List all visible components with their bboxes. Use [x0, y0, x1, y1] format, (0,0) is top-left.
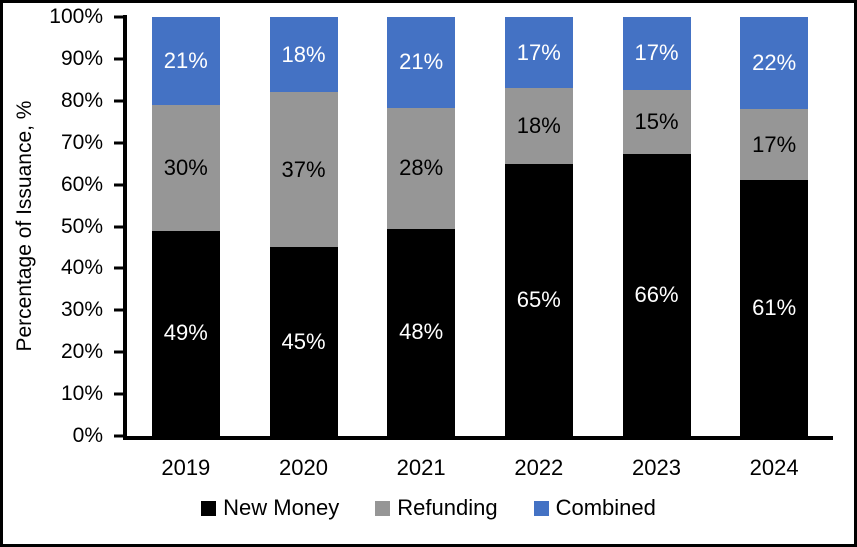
segment-value-label: 30%: [163, 154, 208, 180]
y-tick-mark: [114, 15, 124, 19]
y-tick-mark: [114, 266, 124, 270]
segment-refunding-2022: 18%: [504, 88, 573, 164]
segment-value-label: 65%: [516, 286, 561, 312]
bar-2020: 45% 37% 18%: [269, 17, 338, 436]
x-axis-line: [123, 436, 833, 440]
bar-2023: 66% 15% 17%: [622, 17, 691, 436]
segment-new-money-2020: 45%: [269, 247, 338, 436]
y-tick-label: 10%: [60, 382, 103, 406]
segment-combined-2023: 17%: [622, 17, 691, 90]
legend-item-refunding: Refunding: [375, 495, 498, 521]
segment-refunding-2023: 15%: [622, 89, 691, 154]
x-axis-labels: 2019 2020 2021 2022 2023 2024: [127, 455, 833, 483]
y-tick-mark: [114, 350, 124, 354]
segment-value-label: 49%: [163, 320, 208, 346]
x-axis-label-2023: 2023: [632, 455, 681, 480]
y-tick-label: 40%: [60, 256, 103, 280]
plot-area: 0% 10% 20% 30% 40% 50% 60% 70% 80% 90% 100% 49% 30% 2…: [49, 5, 833, 447]
segment-refunding-2019: 30%: [151, 105, 220, 231]
segment-value-label: 17%: [752, 131, 797, 157]
segment-new-money-2024: 61%: [740, 180, 809, 436]
segment-combined-2020: 18%: [269, 17, 338, 93]
segment-value-label: 28%: [399, 155, 444, 181]
segment-combined-2024: 22%: [740, 17, 809, 110]
x-axis-label-2021: 2021: [396, 455, 446, 480]
segment-combined-2022: 17%: [504, 17, 573, 89]
segment-value-label: 15%: [634, 108, 679, 134]
x-axis-label-2019: 2019: [161, 455, 211, 480]
y-tick-mark: [114, 141, 124, 145]
segment-combined-2021: 21%: [387, 17, 456, 108]
segment-new-money-2022: 65%: [504, 163, 573, 436]
segment-value-label: 66%: [634, 281, 679, 307]
y-tick-label: 80%: [60, 88, 103, 112]
segment-value-label: 21%: [163, 48, 208, 74]
legend-item-combined: Combined: [533, 495, 656, 521]
legend: New Money Refunding Combined: [3, 495, 854, 521]
y-tick-mark: [114, 225, 124, 228]
segment-new-money-2023: 66%: [622, 153, 691, 436]
segment-value-label: 18%: [516, 112, 561, 138]
legend-swatch-refunding: [375, 500, 391, 516]
y-tick-mark: [114, 99, 124, 103]
segment-value-label: 18%: [281, 41, 326, 67]
segment-value-label: 61%: [752, 295, 797, 321]
legend-item-new-money: New Money: [201, 495, 339, 521]
segment-refunding-2020: 37%: [269, 92, 338, 248]
bar-2024: 61% 17% 22%: [740, 17, 809, 436]
x-axis-label-2024: 2024: [749, 455, 799, 480]
y-tick-label: 0%: [72, 424, 103, 447]
segment-new-money-2021: 48%: [387, 228, 456, 436]
segment-value-label: 37%: [281, 156, 326, 182]
segment-value-label: 45%: [281, 328, 326, 354]
y-tick-mark: [114, 183, 124, 187]
bar-2022: 65% 18% 17%: [504, 17, 573, 436]
bar-2019: 49% 30% 21%: [151, 17, 220, 436]
y-tick-label: 20%: [60, 340, 103, 364]
segment-new-money-2019: 49%: [151, 230, 220, 436]
y-tick-mark: [114, 392, 124, 396]
segment-value-label: 21%: [399, 49, 444, 75]
legend-swatch-new-money: [201, 500, 217, 516]
y-tick-label: 90%: [60, 46, 103, 70]
y-tick-mark: [114, 57, 124, 61]
legend-label-refunding: Refunding: [397, 495, 498, 520]
segment-combined-2019: 21%: [151, 17, 220, 106]
legend-label-new-money: New Money: [223, 495, 340, 520]
segment-refunding-2024: 17%: [740, 109, 809, 181]
y-tick-label: 30%: [60, 298, 103, 322]
segment-value-label: 17%: [634, 40, 679, 66]
y-tick-label: 50%: [60, 214, 103, 238]
x-axis-label-2020: 2020: [279, 455, 328, 480]
y-tick-mark: [114, 434, 124, 438]
x-axis-label-2022: 2022: [514, 455, 564, 480]
segment-value-label: 17%: [516, 39, 561, 65]
legend-swatch-combined: [533, 500, 549, 516]
segment-value-label: 48%: [399, 319, 444, 345]
y-tick-label: 70%: [60, 130, 103, 154]
y-tick-label: 60%: [60, 172, 103, 196]
bar-2021: 48% 28% 21%: [387, 17, 456, 436]
y-axis-line: [123, 15, 127, 440]
segment-value-label: 22%: [752, 50, 797, 76]
y-tick-mark: [114, 308, 124, 312]
y-tick-label: 100%: [49, 5, 103, 28]
segment-refunding-2021: 28%: [387, 107, 456, 229]
legend-label-combined: Combined: [555, 495, 656, 520]
